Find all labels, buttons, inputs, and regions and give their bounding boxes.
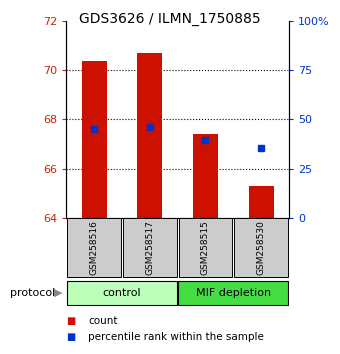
Text: MIF depletion: MIF depletion bbox=[196, 288, 271, 298]
Text: GSM258517: GSM258517 bbox=[145, 220, 154, 275]
Text: protocol: protocol bbox=[10, 288, 55, 298]
Bar bbox=[193, 134, 218, 218]
Bar bbox=[67, 218, 121, 277]
Text: ■: ■ bbox=[66, 332, 75, 342]
Text: ■: ■ bbox=[66, 316, 75, 326]
Text: count: count bbox=[88, 316, 118, 326]
Text: GSM258515: GSM258515 bbox=[201, 220, 210, 275]
Bar bbox=[235, 218, 288, 277]
Bar bbox=[249, 186, 274, 218]
Bar bbox=[123, 218, 176, 277]
Bar bbox=[82, 61, 107, 218]
Bar bbox=[137, 53, 162, 218]
Text: GDS3626 / ILMN_1750885: GDS3626 / ILMN_1750885 bbox=[79, 12, 261, 27]
Text: percentile rank within the sample: percentile rank within the sample bbox=[88, 332, 264, 342]
Text: control: control bbox=[103, 288, 141, 298]
Bar bbox=[179, 218, 232, 277]
Text: GSM258530: GSM258530 bbox=[257, 220, 266, 275]
Bar bbox=[67, 281, 177, 305]
Text: ▶: ▶ bbox=[54, 288, 63, 298]
Text: GSM258516: GSM258516 bbox=[90, 220, 99, 275]
Bar bbox=[178, 281, 288, 305]
